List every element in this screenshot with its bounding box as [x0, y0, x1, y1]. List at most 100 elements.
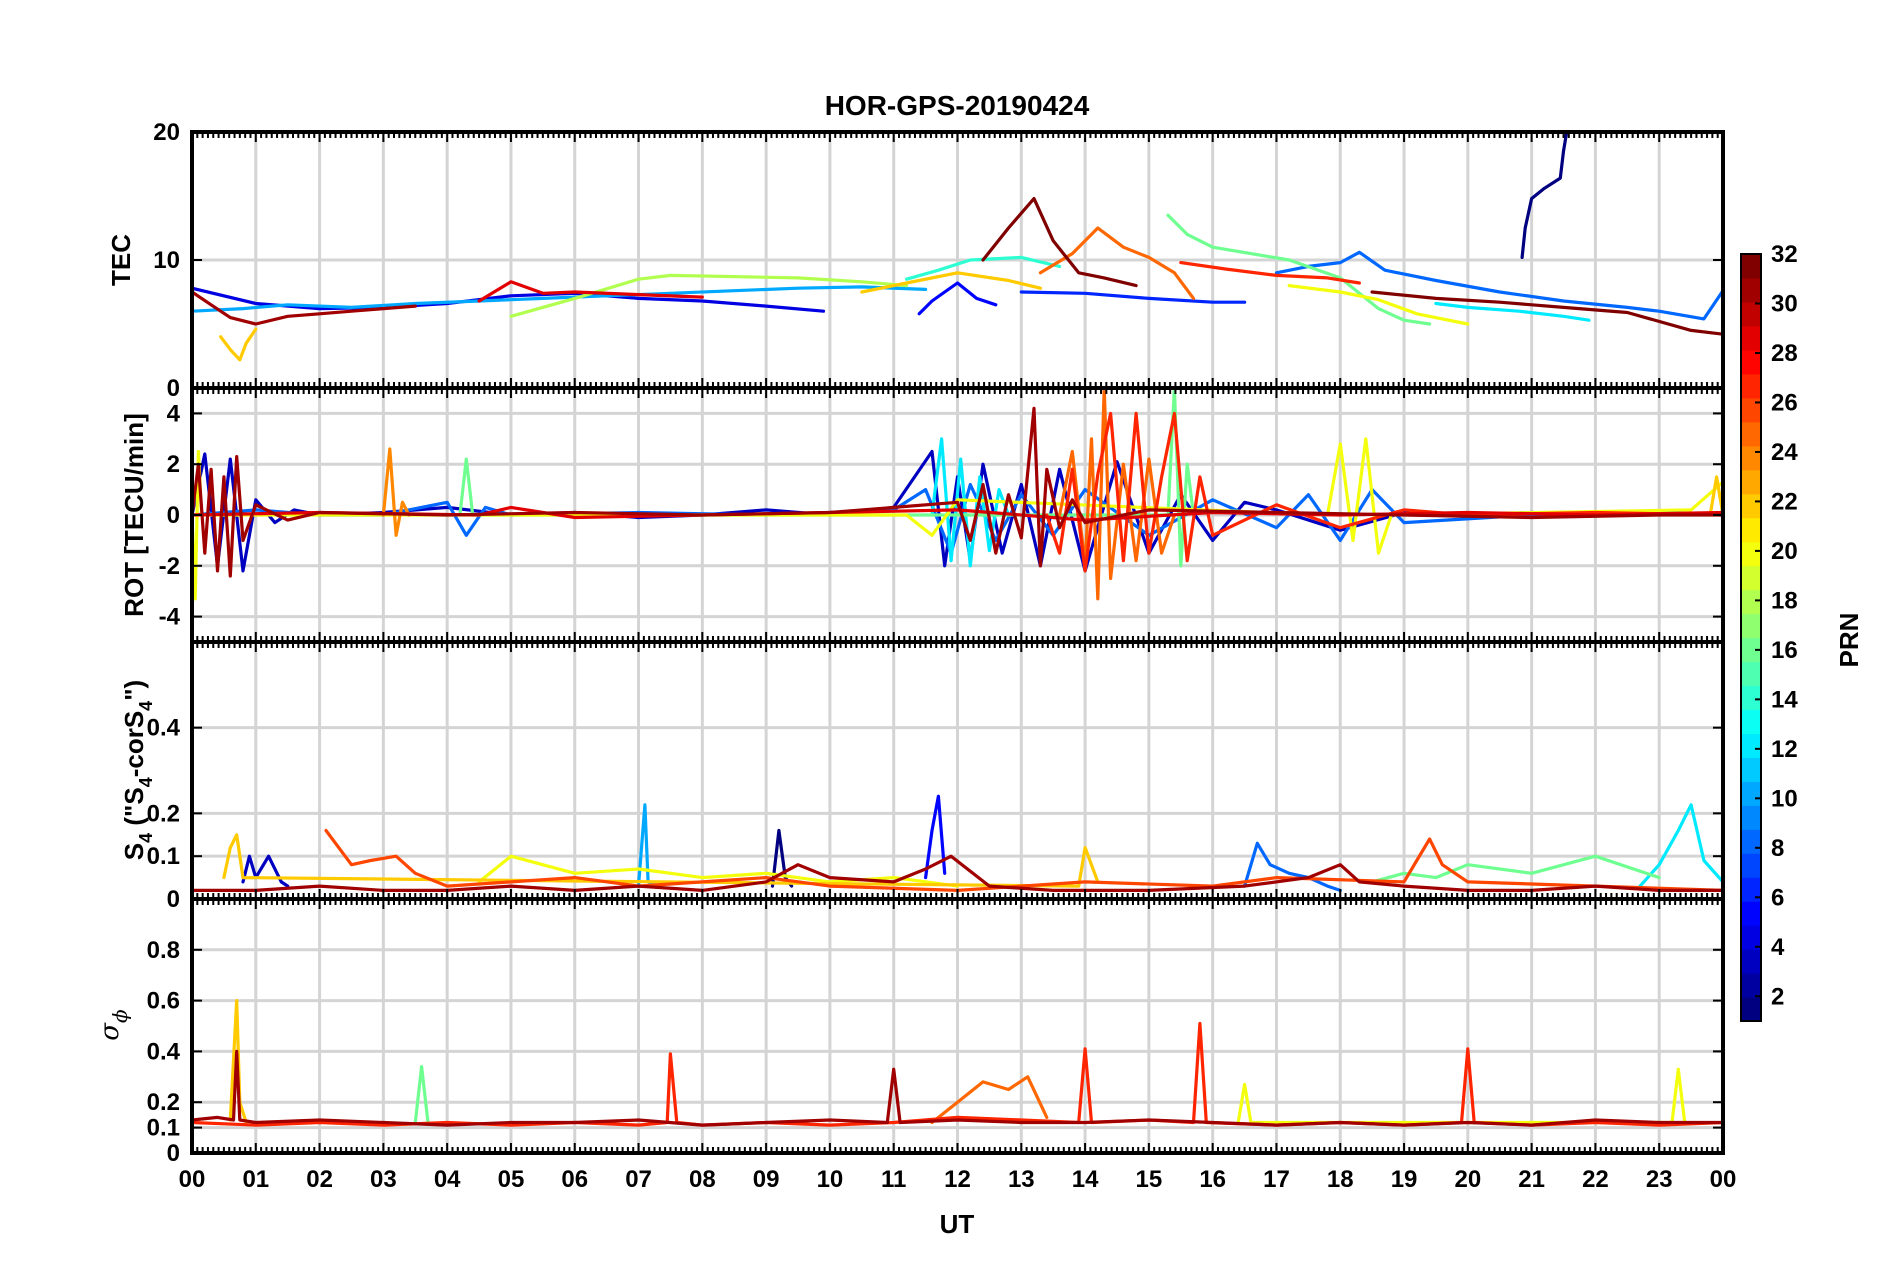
colorbar-cell-30	[1741, 301, 1761, 327]
s4-ylabel-sub3: 4	[136, 701, 156, 711]
s4-ylabel: S4 ("S4-corS4")	[119, 680, 156, 860]
sigma-ytick-label-0: 0	[167, 1140, 180, 1167]
s4-ylabel-cor: -corS	[119, 711, 149, 777]
sigma-ytick-label-3: 0.4	[147, 1038, 181, 1065]
xtick-label-11: 11	[881, 1166, 906, 1193]
xtick-label-22: 22	[1582, 1166, 1609, 1193]
colorbar-cell-26	[1741, 397, 1761, 423]
rot-ticks: -4 -2 0 2 4	[159, 388, 1724, 642]
sigma-panel: 00.10.2 0.4 0.6 0.8 00 01 02 03 04 05 06 07 08 09 10 11…	[95, 897, 1736, 1239]
xtick-label-4: 04	[434, 1166, 461, 1193]
colorbar-cell-2	[1741, 973, 1761, 998]
colorbar-cell-16	[1741, 637, 1761, 663]
colorbar-cell-14	[1741, 685, 1761, 711]
colorbar-frame	[1740, 253, 1762, 1022]
xtick-label-6: 06	[561, 1166, 588, 1193]
s4-series-prn-16-6	[1370, 854, 1661, 884]
xtick-label-5: 05	[498, 1166, 525, 1193]
colorbar-cell-13	[1741, 709, 1761, 734]
colorbar-cell-29	[1741, 325, 1761, 351]
colorbar-cell-1	[1741, 997, 1761, 1022]
rot-ytick-label-2: 0	[167, 502, 180, 529]
sigma-grid	[192, 899, 1723, 1153]
xtick-label-7: 07	[625, 1166, 652, 1193]
xtick-label-9: 09	[753, 1166, 780, 1193]
tec-grid	[192, 132, 1723, 388]
s4-series-prn-3-1	[241, 854, 290, 888]
chart-title: HOR-GPS-20190424	[825, 90, 1090, 121]
rot-ytick-label-0: -4	[159, 604, 181, 631]
sigma-ylabel: σϕ	[95, 1009, 132, 1041]
xtick-label-10: 10	[817, 1166, 844, 1193]
s4-ylabel-sub: 4	[136, 833, 156, 843]
tec-ytick-label-2: 20	[153, 119, 180, 146]
colorbar-tick-label-8: 18	[1771, 587, 1798, 614]
colorbar-cell-20	[1741, 541, 1761, 567]
colorbar-cell-8	[1741, 829, 1761, 854]
xtick-label-13: 13	[1008, 1166, 1035, 1193]
s4-ytick-label-0: 0	[167, 886, 180, 913]
colorbar-cell-25	[1741, 421, 1761, 447]
xtick-label-15: 15	[1136, 1166, 1163, 1193]
tec-series-prn-14-7	[904, 255, 1062, 281]
colorbar-cell-27	[1741, 373, 1761, 399]
tec-series-prn-32-18	[1370, 290, 1723, 336]
s4-series-prn-5-2	[923, 794, 947, 880]
tec-series-prn-25-13	[1038, 226, 1196, 300]
colorbar-cell-21	[1741, 517, 1761, 543]
s4-traces	[192, 794, 1723, 893]
colorbar-tick-label-7: 16	[1771, 637, 1798, 664]
colorbar-cell-4	[1741, 925, 1761, 950]
xtick-label-3: 03	[370, 1166, 397, 1193]
rot-traces	[192, 388, 1723, 601]
sigma-ytick-label-4: 0.6	[147, 988, 180, 1015]
s4-ytick-label-1: 0.1	[147, 843, 180, 870]
colorbar-tick-label-5: 12	[1771, 736, 1798, 763]
tec-traces	[192, 132, 1723, 362]
s4-series-prn-22-8	[222, 833, 1100, 888]
rot-series-prn-16-3	[458, 388, 1196, 568]
xtick-label-20: 20	[1454, 1166, 1481, 1193]
tec-series-prn-22-12	[860, 271, 1043, 294]
tec-trace-group	[192, 132, 1723, 362]
tec-series-prn-29-15	[477, 280, 704, 303]
colorbar-label: PRN	[1834, 613, 1864, 668]
colorbar-tick-label-4: 10	[1771, 785, 1798, 812]
tec-series-prn-1-0	[1520, 132, 1569, 259]
s4-ylabel-end: ")	[119, 680, 149, 701]
colorbar-cell-5	[1741, 901, 1761, 926]
s4-ylabel-s: S	[119, 843, 149, 860]
colorbar-cell-9	[1741, 805, 1761, 830]
colorbar-tick-label-9: 20	[1771, 538, 1798, 565]
sigma-ytick-label-5: 0.8	[147, 937, 180, 964]
xtick-label-19: 19	[1391, 1166, 1418, 1193]
colorbar-cell-18	[1741, 589, 1761, 615]
xtick-label-16: 16	[1199, 1166, 1226, 1193]
s4-trace-group	[192, 794, 1723, 893]
tec-series-prn-27-14	[1179, 261, 1362, 285]
tec-ytick-label-1: 10	[153, 247, 180, 274]
colorbar-tick-label-6: 14	[1771, 686, 1798, 713]
colorbar-cell-3	[1741, 949, 1761, 974]
sigma-ytick-label-1: 0.1	[147, 1115, 180, 1142]
sigma-trace-group	[192, 998, 1723, 1127]
xtick-label-21: 21	[1518, 1166, 1545, 1193]
tec-ylabel: TEC	[106, 234, 136, 286]
rot-ytick-label-4: 4	[167, 400, 181, 427]
sigma-ticks: 00.10.2 0.4 0.6 0.8 00 01 02 03 04 05 06 07 08 09 10 11…	[147, 899, 1736, 1193]
rot-ytick-label-1: -2	[159, 553, 180, 580]
tec-series-prn-8-4	[1274, 250, 1723, 321]
sigma-series-prn-25-3	[930, 1075, 1049, 1125]
xtick-label-1: 01	[242, 1166, 269, 1193]
xtick-label-17: 17	[1263, 1166, 1290, 1193]
rot-ylabel: ROT [TECU/min]	[119, 413, 149, 617]
xtick-label-14: 14	[1072, 1166, 1099, 1193]
tec-series-prn-22-11	[219, 327, 258, 362]
xtick-label-12: 12	[944, 1166, 971, 1193]
colorbar-tick-label-3: 8	[1771, 835, 1784, 862]
xtick-label-2: 02	[306, 1166, 333, 1193]
rot-panel: -4 -2 0 2 4 ROT [TECU/min]	[119, 386, 1725, 644]
